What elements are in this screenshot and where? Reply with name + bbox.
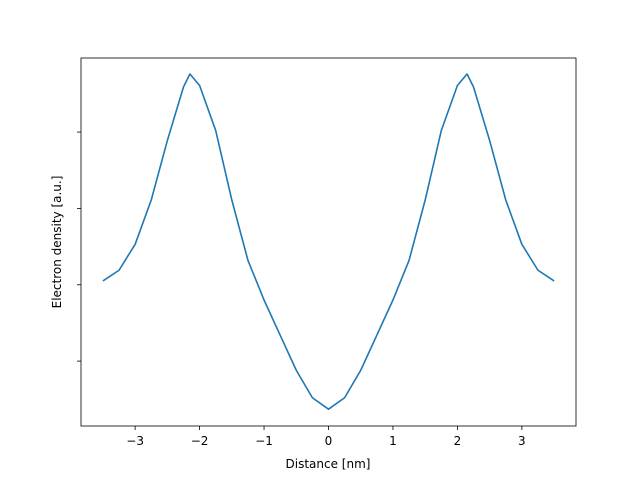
x-tick-label: 3: [518, 434, 526, 448]
x-tick-label: −2: [191, 434, 209, 448]
x-axis-label: Distance [nm]: [286, 457, 371, 471]
plot-frame: [80, 57, 577, 427]
x-tick-label: −3: [126, 434, 144, 448]
y-axis-label: Electron density [a.u.]: [50, 176, 64, 309]
x-tick-label: −1: [255, 434, 273, 448]
x-tick-label: 1: [389, 434, 397, 448]
x-tick-label: 0: [325, 434, 333, 448]
x-tick-label: 2: [454, 434, 462, 448]
line: [102, 73, 555, 410]
